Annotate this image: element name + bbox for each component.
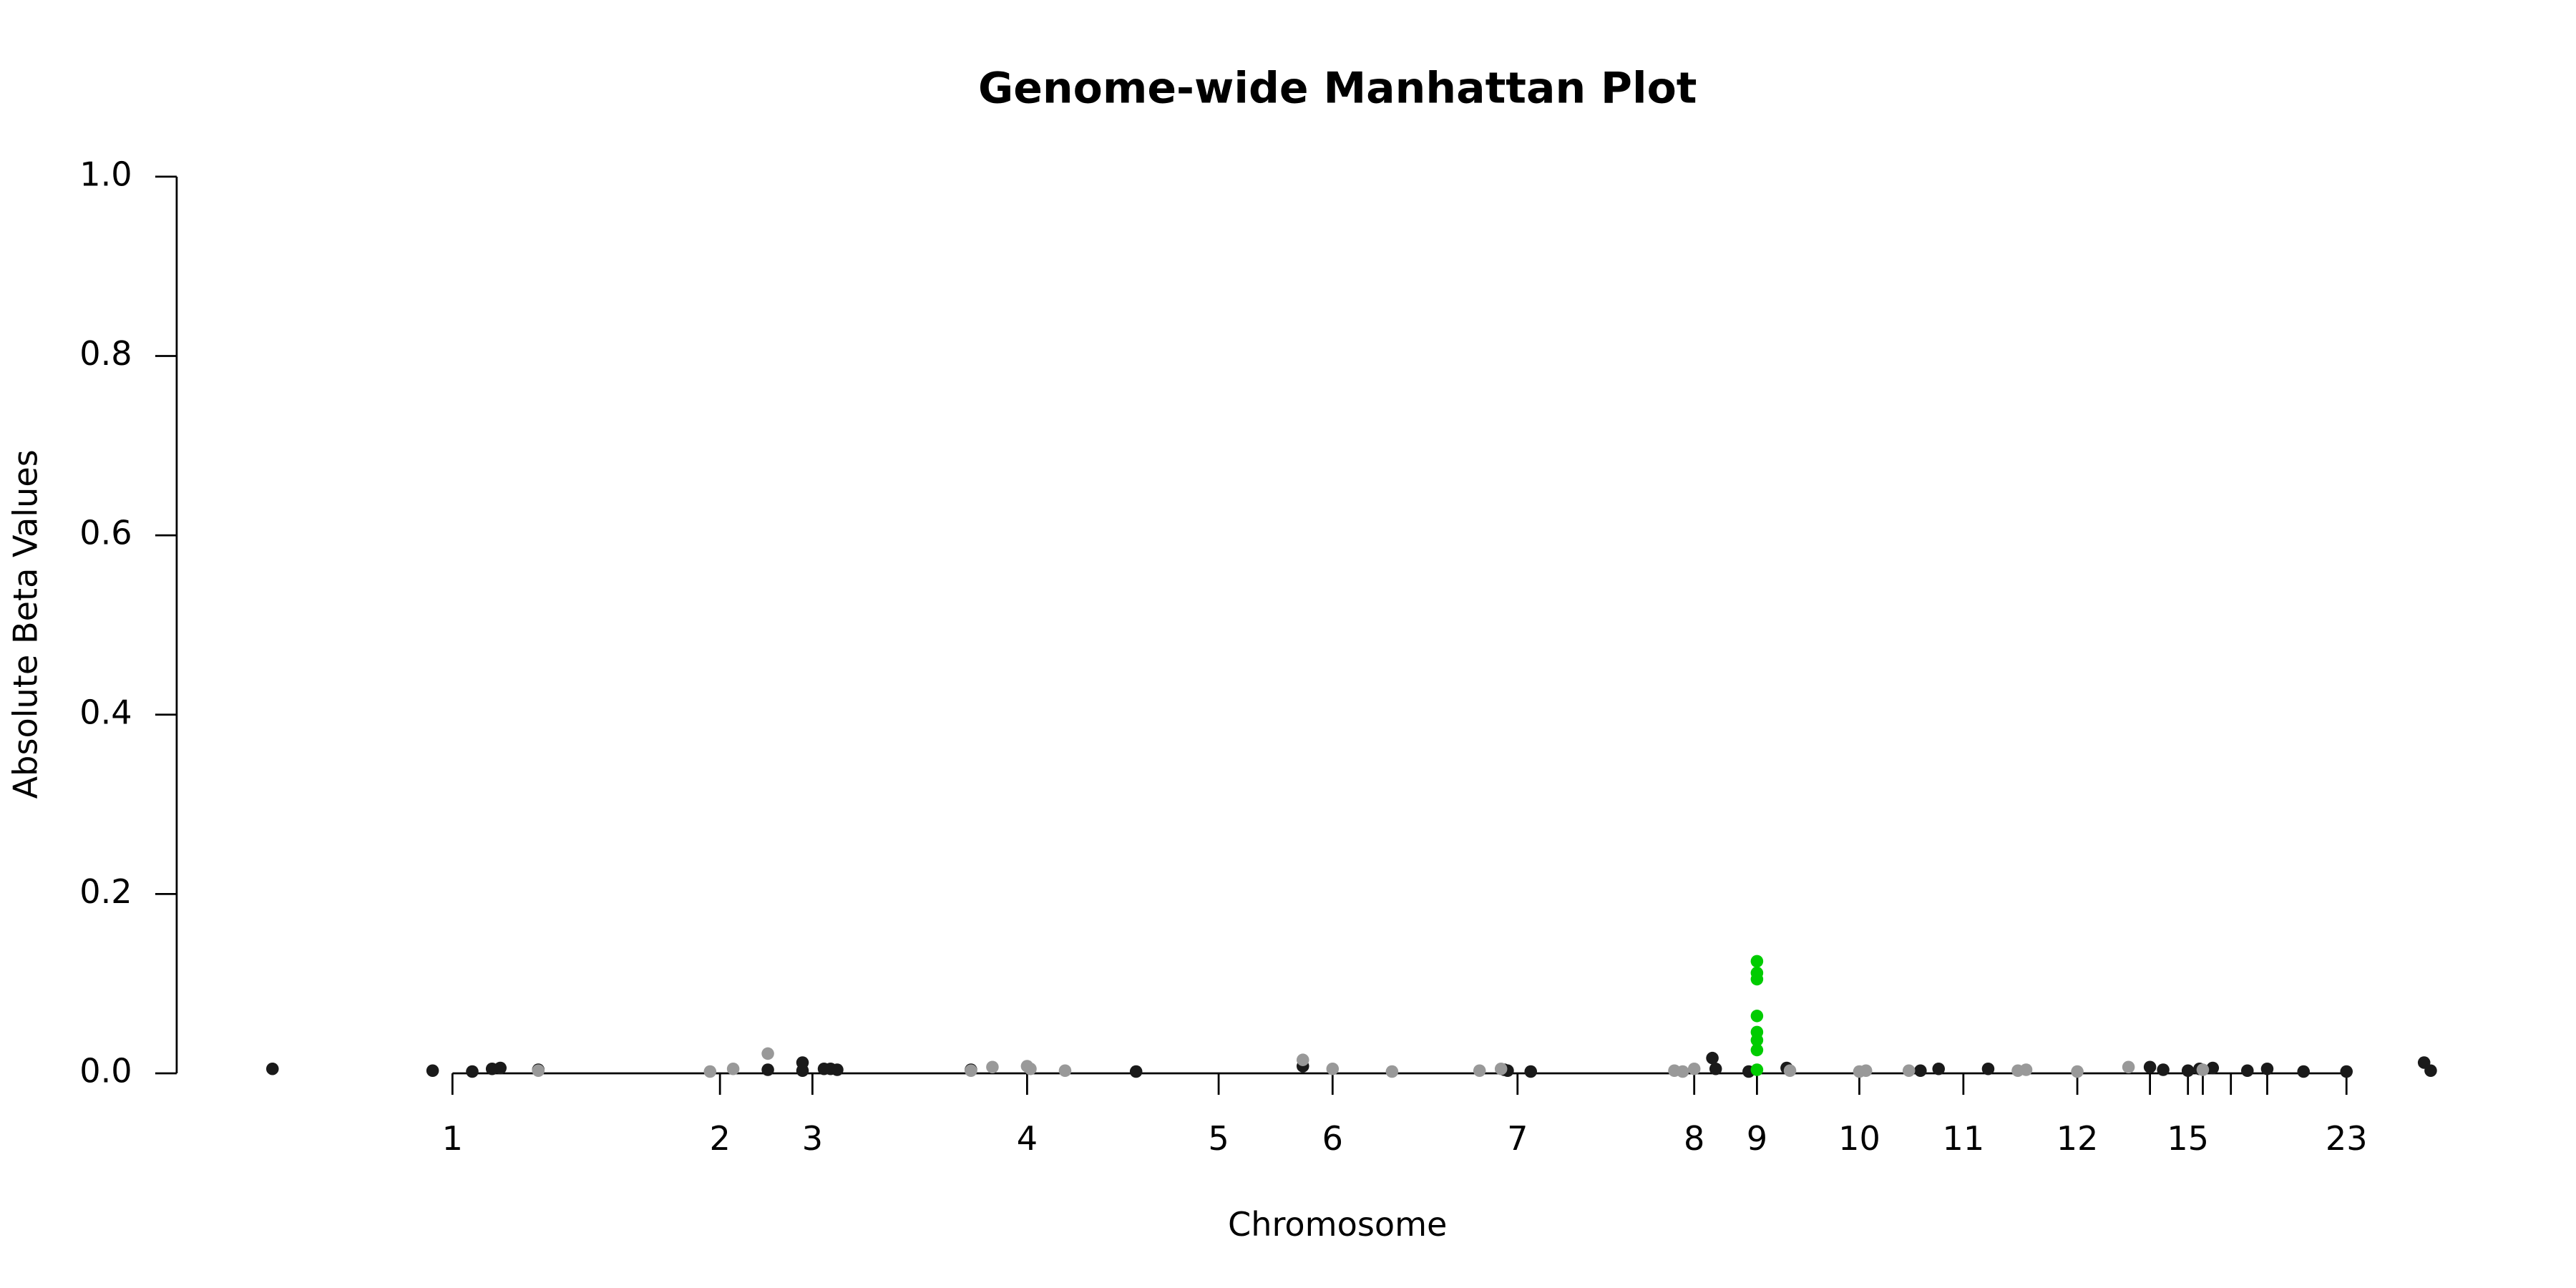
chart-title: Genome-wide Manhattan Plot <box>978 64 1697 114</box>
point <box>761 1063 774 1076</box>
x-tick-label: 23 <box>2326 1119 2368 1158</box>
point <box>831 1063 844 1076</box>
point <box>726 1062 740 1075</box>
point <box>2143 1060 2157 1073</box>
x-tick-label: 7 <box>1507 1119 1528 1158</box>
point <box>1385 1065 1399 1078</box>
point <box>2206 1061 2220 1075</box>
point <box>1750 955 1764 968</box>
point <box>1709 1062 1722 1075</box>
point <box>466 1065 479 1078</box>
point <box>1326 1062 1340 1075</box>
point <box>1297 1053 1309 1066</box>
y-tick-label: 0.2 <box>79 872 132 911</box>
y-tick-label: 1.0 <box>79 155 132 193</box>
y-tick-label: 0.4 <box>79 693 132 731</box>
x-tick-label: 11 <box>1942 1119 1984 1158</box>
point <box>2260 1062 2274 1075</box>
point <box>2019 1063 2033 1076</box>
point <box>1058 1064 1072 1078</box>
point <box>1473 1064 1486 1078</box>
point <box>1783 1064 1797 1078</box>
point <box>1981 1062 1995 1075</box>
point <box>965 1064 977 1078</box>
y-axis-label: Absolute Beta Values <box>6 449 45 799</box>
point <box>703 1065 717 1078</box>
y-tick-label: 0.0 <box>79 1052 132 1091</box>
point <box>1750 1033 1764 1047</box>
point <box>796 1064 809 1078</box>
point <box>1932 1062 1945 1075</box>
point <box>266 1062 279 1075</box>
point <box>2196 1063 2210 1076</box>
x-tick-label: 3 <box>802 1119 823 1158</box>
y-tick-label: 0.8 <box>79 334 132 373</box>
x-tick-label: 6 <box>1322 1119 1343 1158</box>
point <box>1859 1064 1873 1078</box>
x-tick-label: 10 <box>1838 1119 1880 1158</box>
point <box>1750 1063 1764 1076</box>
point <box>2157 1063 2170 1076</box>
point <box>426 1064 439 1078</box>
y-tick-label: 0.6 <box>79 514 132 552</box>
x-tick-label: 8 <box>1684 1119 1704 1158</box>
point <box>1902 1064 1916 1078</box>
point <box>1750 972 1764 986</box>
x-tick-label: 4 <box>1017 1119 1038 1158</box>
x-tick-label: 12 <box>2057 1119 2099 1158</box>
point <box>1494 1062 1508 1075</box>
point <box>2241 1064 2254 1078</box>
point <box>761 1047 774 1060</box>
point <box>1524 1065 1537 1078</box>
point <box>1750 1043 1764 1057</box>
point <box>1676 1065 1689 1078</box>
point <box>1914 1064 1927 1078</box>
point <box>1750 1010 1764 1023</box>
point <box>1687 1062 1701 1075</box>
point <box>1129 1065 1143 1078</box>
point <box>494 1061 507 1075</box>
point <box>2297 1065 2310 1078</box>
point <box>1024 1062 1037 1075</box>
point <box>2181 1064 2195 1078</box>
point <box>1706 1051 1719 1065</box>
point <box>2424 1064 2437 1078</box>
x-axis-label: Chromosome <box>1228 1205 1447 1244</box>
x-tick-label: 9 <box>1747 1119 1767 1158</box>
x-tick-label: 1 <box>442 1119 463 1158</box>
point <box>986 1060 999 1073</box>
x-tick-label: 2 <box>709 1119 730 1158</box>
x-tick-label: 5 <box>1208 1119 1229 1158</box>
point <box>2340 1065 2353 1078</box>
point <box>532 1064 545 1078</box>
point <box>2122 1060 2135 1073</box>
point <box>2071 1065 2084 1078</box>
x-tick-label: 15 <box>2167 1119 2209 1158</box>
